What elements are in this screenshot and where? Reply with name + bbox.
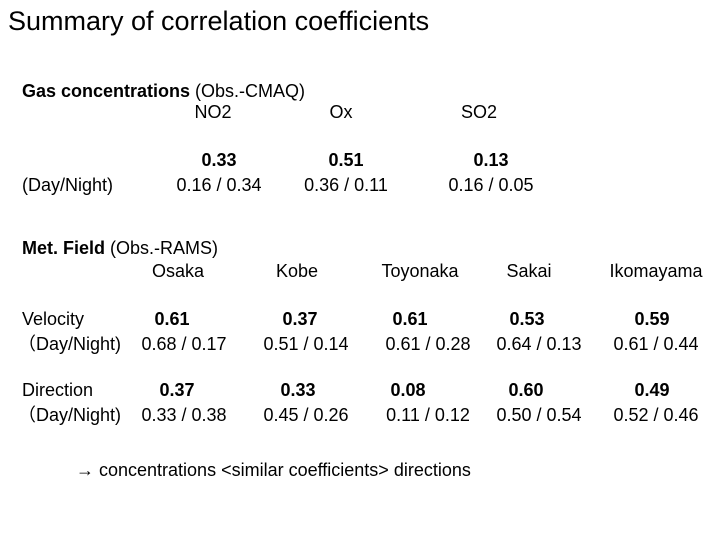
gas-row-label: (Day/Night)	[22, 175, 114, 195]
met-col-osaka: Osaka	[151, 261, 205, 281]
gas-heading-bold: Gas concentrations	[22, 81, 191, 101]
gas-overall-ox: 0.51	[328, 150, 364, 170]
velocity-sub-label: （Day/Night)	[18, 334, 122, 354]
gas-daynight-so2: 0.16 / 0.05	[448, 175, 534, 195]
gas-overall-no2: 0.33	[201, 150, 237, 170]
velocity-daynight-kobe: 0.51 / 0.14	[263, 334, 349, 354]
met-col-kobe: Kobe	[275, 261, 319, 281]
velocity-overall-toyonaka: 0.61	[392, 309, 428, 329]
velocity-overall-osaka: 0.61	[154, 309, 190, 329]
direction-label: Direction	[22, 380, 94, 400]
conclusion-text: → concentrations <similar coefficients> …	[76, 460, 471, 480]
direction-daynight-toyonaka: 0.11 / 0.12	[386, 405, 470, 425]
velocity-daynight-sakai: 0.64 / 0.13	[496, 334, 582, 354]
met-heading: Met. Field (Obs.-RAMS)	[22, 237, 218, 259]
velocity-daynight-osaka: 0.68 / 0.17	[141, 334, 227, 354]
direction-daynight-sakai: 0.50 / 0.54	[496, 405, 582, 425]
gas-col-no2: NO2	[194, 102, 232, 122]
direction-overall-kobe: 0.33	[280, 380, 316, 400]
gas-overall-so2: 0.13	[473, 150, 509, 170]
gas-heading-rest: (Obs.-CMAQ)	[190, 81, 306, 101]
gas-daynight-no2: 0.16 / 0.34	[176, 175, 262, 195]
direction-sub-label: （Day/Night)	[18, 405, 122, 425]
velocity-daynight-ikomayama: 0.61 / 0.44	[613, 334, 699, 354]
velocity-overall-kobe: 0.37	[282, 309, 318, 329]
met-col-sakai: Sakai	[506, 261, 552, 281]
direction-overall-toyonaka: 0.08	[390, 380, 426, 400]
gas-col-so2: SO2	[460, 102, 498, 122]
velocity-label: Velocity	[22, 309, 85, 329]
direction-overall-osaka: 0.37	[159, 380, 195, 400]
met-col-ikomayama: Ikomayama	[609, 261, 703, 281]
met-heading-rest: (Obs.-RAMS)	[105, 238, 219, 258]
slide-title: Summary of correlation coefficients	[8, 6, 430, 36]
direction-overall-ikomayama: 0.49	[634, 380, 670, 400]
gas-heading: Gas concentrations (Obs.-CMAQ)	[22, 80, 305, 102]
velocity-overall-ikomayama: 0.59	[634, 309, 670, 329]
direction-daynight-kobe: 0.45 / 0.26	[263, 405, 349, 425]
gas-daynight-ox: 0.36 / 0.11	[304, 175, 388, 195]
velocity-overall-sakai: 0.53	[509, 309, 545, 329]
met-col-toyonaka: Toyonaka	[381, 261, 459, 281]
gas-col-ox: Ox	[329, 102, 353, 122]
direction-daynight-osaka: 0.33 / 0.38	[141, 405, 227, 425]
met-heading-bold: Met. Field	[22, 238, 106, 258]
direction-daynight-ikomayama: 0.52 / 0.46	[613, 405, 699, 425]
velocity-daynight-toyonaka: 0.61 / 0.28	[385, 334, 471, 354]
direction-overall-sakai: 0.60	[508, 380, 544, 400]
